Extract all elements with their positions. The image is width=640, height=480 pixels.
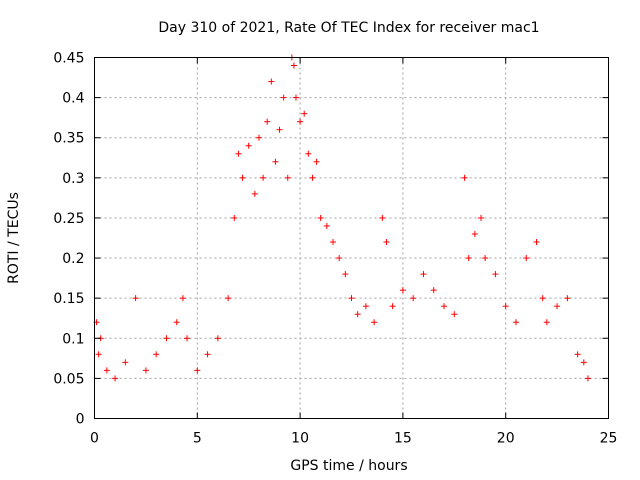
data-point (142, 367, 149, 374)
data-point (251, 190, 258, 197)
data-point (574, 351, 581, 358)
data-point (204, 351, 211, 358)
data-point (502, 303, 509, 310)
axis-ticks (94, 57, 609, 419)
data-point (317, 214, 324, 221)
data-point (482, 255, 489, 262)
data-point (371, 319, 378, 326)
data-point (410, 295, 417, 302)
data-point (543, 319, 550, 326)
data-point (523, 255, 530, 262)
data-point (465, 255, 472, 262)
data-point (584, 375, 591, 382)
data-point (379, 214, 386, 221)
data-point (255, 134, 262, 141)
data-point (336, 255, 343, 262)
data-point (122, 359, 129, 366)
x-tick-label: 25 (600, 431, 618, 447)
data-point (362, 303, 369, 310)
data-point (297, 118, 304, 125)
data-point (112, 375, 119, 382)
data-point (301, 110, 308, 117)
data-point (280, 94, 287, 101)
data-point (461, 174, 468, 181)
data-point (399, 287, 406, 294)
data-point (276, 126, 283, 133)
data-point (441, 303, 448, 310)
data-point (235, 150, 242, 157)
data-point (225, 295, 232, 302)
data-point (348, 295, 355, 302)
y-tick-label: 0.1 (62, 331, 84, 347)
y-tick-label: 0 (76, 412, 85, 428)
data-point (313, 158, 320, 165)
data-point (305, 150, 312, 157)
data-point (284, 174, 291, 181)
x-tick-label: 0 (90, 431, 99, 447)
data-point (239, 174, 246, 181)
y-tick-label: 0.25 (53, 211, 84, 227)
x-tick-label: 20 (497, 431, 515, 447)
x-tick-label: 5 (193, 431, 202, 447)
data-point (132, 295, 139, 302)
data-marks (93, 54, 591, 382)
data-point (323, 222, 330, 229)
data-point (533, 239, 540, 246)
x-tick-labels: 0 5 10 15 20 25 (90, 431, 617, 447)
data-point (163, 335, 170, 342)
plot-frame (94, 57, 609, 419)
data-point (383, 239, 390, 246)
data-point (103, 367, 110, 374)
data-point (184, 335, 191, 342)
data-point (260, 174, 267, 181)
data-point (290, 62, 297, 69)
data-point (231, 214, 238, 221)
data-point (478, 214, 485, 221)
data-point (471, 230, 478, 237)
data-point (389, 303, 396, 310)
data-point (329, 239, 336, 246)
data-point (268, 78, 275, 85)
x-tick-label: 15 (394, 431, 412, 447)
chart-title: Day 310 of 2021, Rate Of TEC Index for r… (158, 20, 539, 36)
y-tick-label: 0.15 (53, 291, 84, 307)
data-point (214, 335, 221, 342)
data-point (264, 118, 271, 125)
x-axis-title: GPS time / hours (290, 458, 407, 474)
data-point (272, 158, 279, 165)
x-tick-label: 10 (291, 431, 309, 447)
data-point (420, 271, 427, 278)
data-point (539, 295, 546, 302)
y-tick-labels: 0 0.05 0.1 0.15 0.2 0.25 0.3 0.35 0.4 0.45 (53, 51, 84, 428)
data-point (564, 295, 571, 302)
data-point (512, 319, 519, 326)
data-point (342, 271, 349, 278)
data-point (245, 142, 252, 149)
data-point (354, 311, 361, 318)
y-tick-label: 0.3 (62, 171, 84, 187)
y-tick-label: 0.35 (53, 131, 84, 147)
data-point (153, 351, 160, 358)
data-point (309, 174, 316, 181)
data-point (451, 311, 458, 318)
data-point (95, 351, 102, 358)
data-point (492, 271, 499, 278)
data-point (292, 94, 299, 101)
y-axis-title: ROTI / TECUs (6, 192, 22, 284)
y-tick-label: 0.2 (62, 251, 84, 267)
y-tick-label: 0.4 (62, 91, 84, 107)
y-tick-label: 0.45 (53, 51, 84, 67)
data-point (554, 303, 561, 310)
y-tick-label: 0.05 (53, 371, 84, 387)
data-point (179, 295, 186, 302)
data-point (194, 367, 201, 374)
data-point (580, 359, 587, 366)
data-point (430, 287, 437, 294)
data-point (173, 319, 180, 326)
